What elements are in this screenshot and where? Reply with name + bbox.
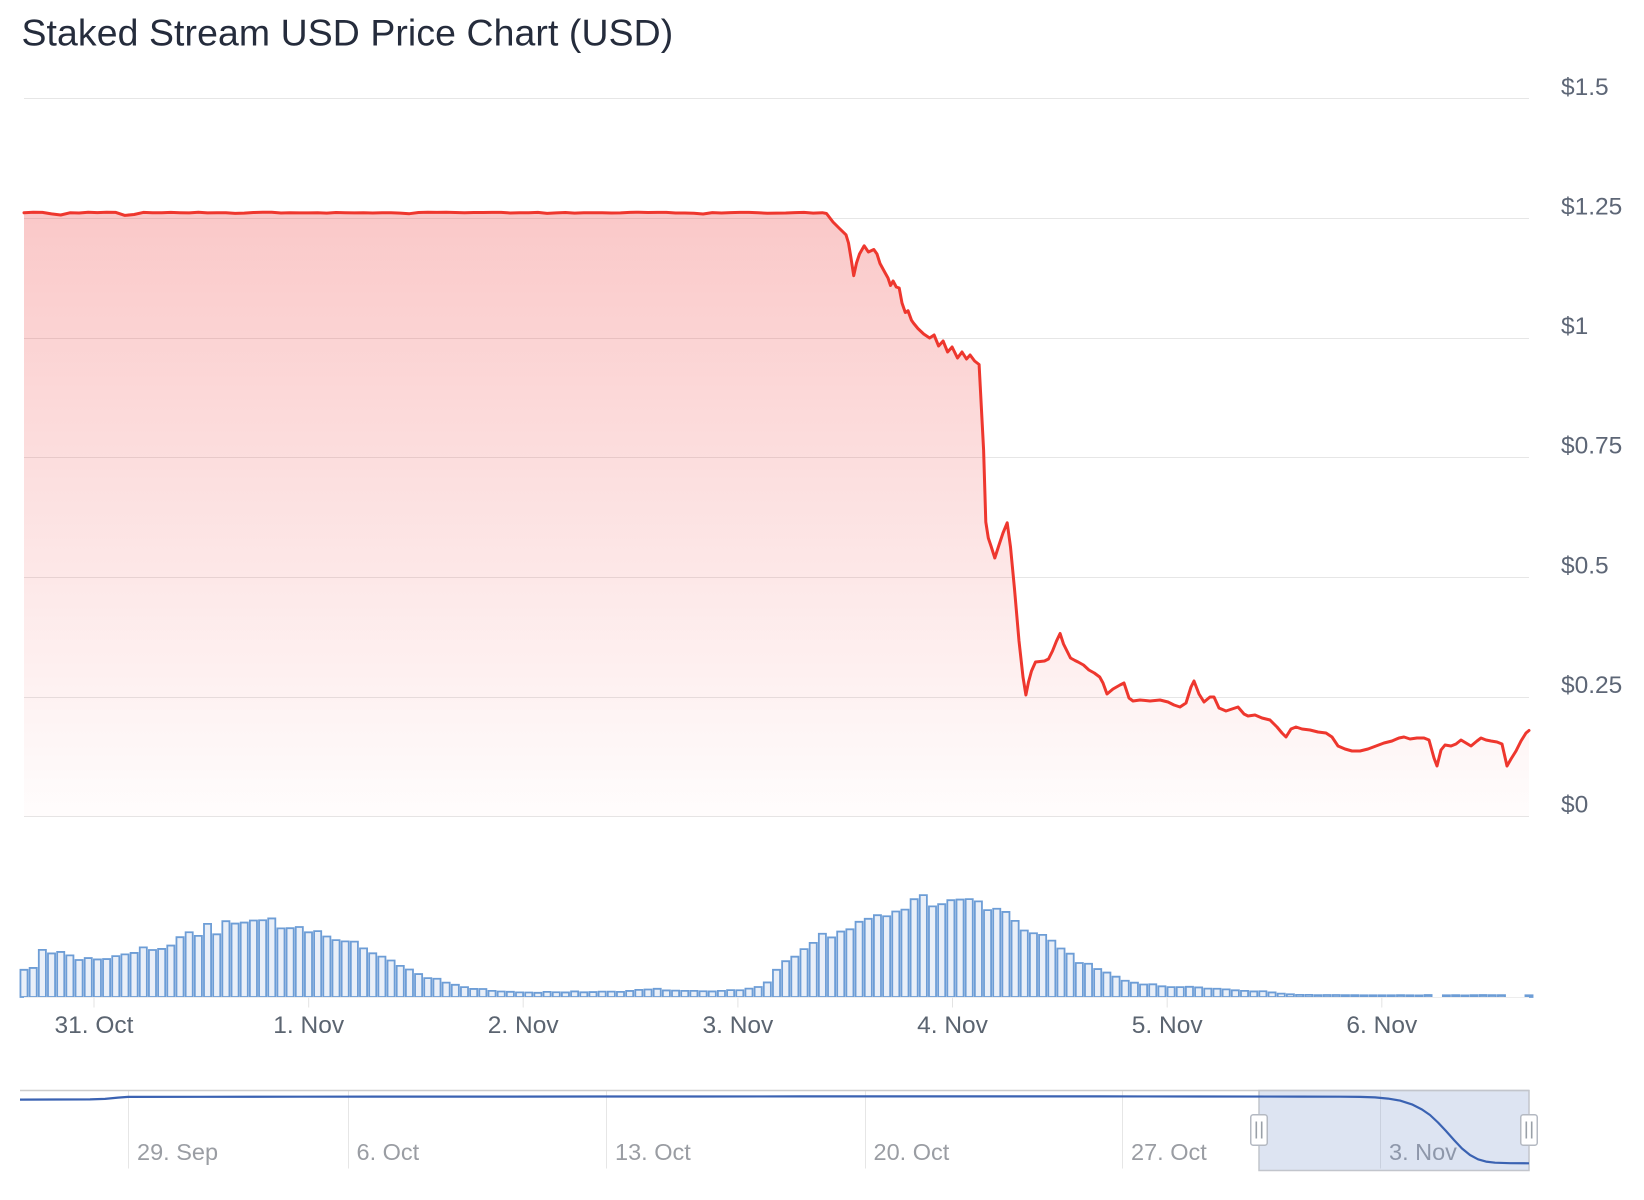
svg-text:31. Oct: 31. Oct [55, 1012, 134, 1039]
svg-text:27. Oct: 27. Oct [1131, 1139, 1207, 1165]
svg-text:2. Nov: 2. Nov [488, 1012, 560, 1039]
svg-text:$0.25: $0.25 [1561, 672, 1622, 699]
svg-text:$1.25: $1.25 [1561, 193, 1622, 220]
svg-text:29. Sep: 29. Sep [137, 1139, 218, 1165]
svg-text:Staked Stream USD Price Chart: Staked Stream USD Price Chart (USD) [22, 12, 674, 54]
svg-text:1. Nov: 1. Nov [273, 1012, 345, 1039]
svg-text:6. Oct: 6. Oct [357, 1139, 420, 1165]
svg-text:3. Nov: 3. Nov [1389, 1139, 1457, 1165]
svg-text:20. Oct: 20. Oct [874, 1139, 950, 1165]
svg-text:5. Nov: 5. Nov [1132, 1012, 1204, 1039]
svg-text:$0.5: $0.5 [1561, 552, 1609, 579]
svg-text:6. Nov: 6. Nov [1346, 1012, 1418, 1039]
svg-text:$0: $0 [1561, 792, 1588, 819]
svg-text:$1: $1 [1561, 313, 1588, 340]
svg-text:$1.5: $1.5 [1561, 74, 1609, 101]
svg-text:3. Nov: 3. Nov [702, 1012, 774, 1039]
svg-text:4. Nov: 4. Nov [917, 1012, 989, 1039]
svg-text:13. Oct: 13. Oct [615, 1139, 691, 1165]
svg-text:$0.75: $0.75 [1561, 433, 1622, 460]
